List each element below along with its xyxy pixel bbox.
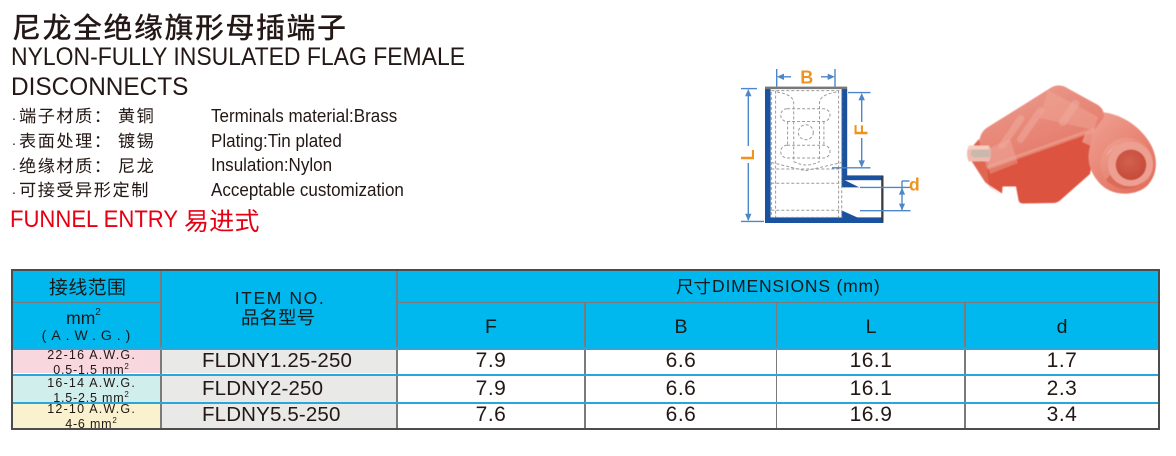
- svg-text:L: L: [738, 150, 758, 161]
- svg-text:F: F: [852, 125, 872, 136]
- svg-text:d: d: [909, 175, 920, 195]
- svg-text:B: B: [800, 68, 813, 88]
